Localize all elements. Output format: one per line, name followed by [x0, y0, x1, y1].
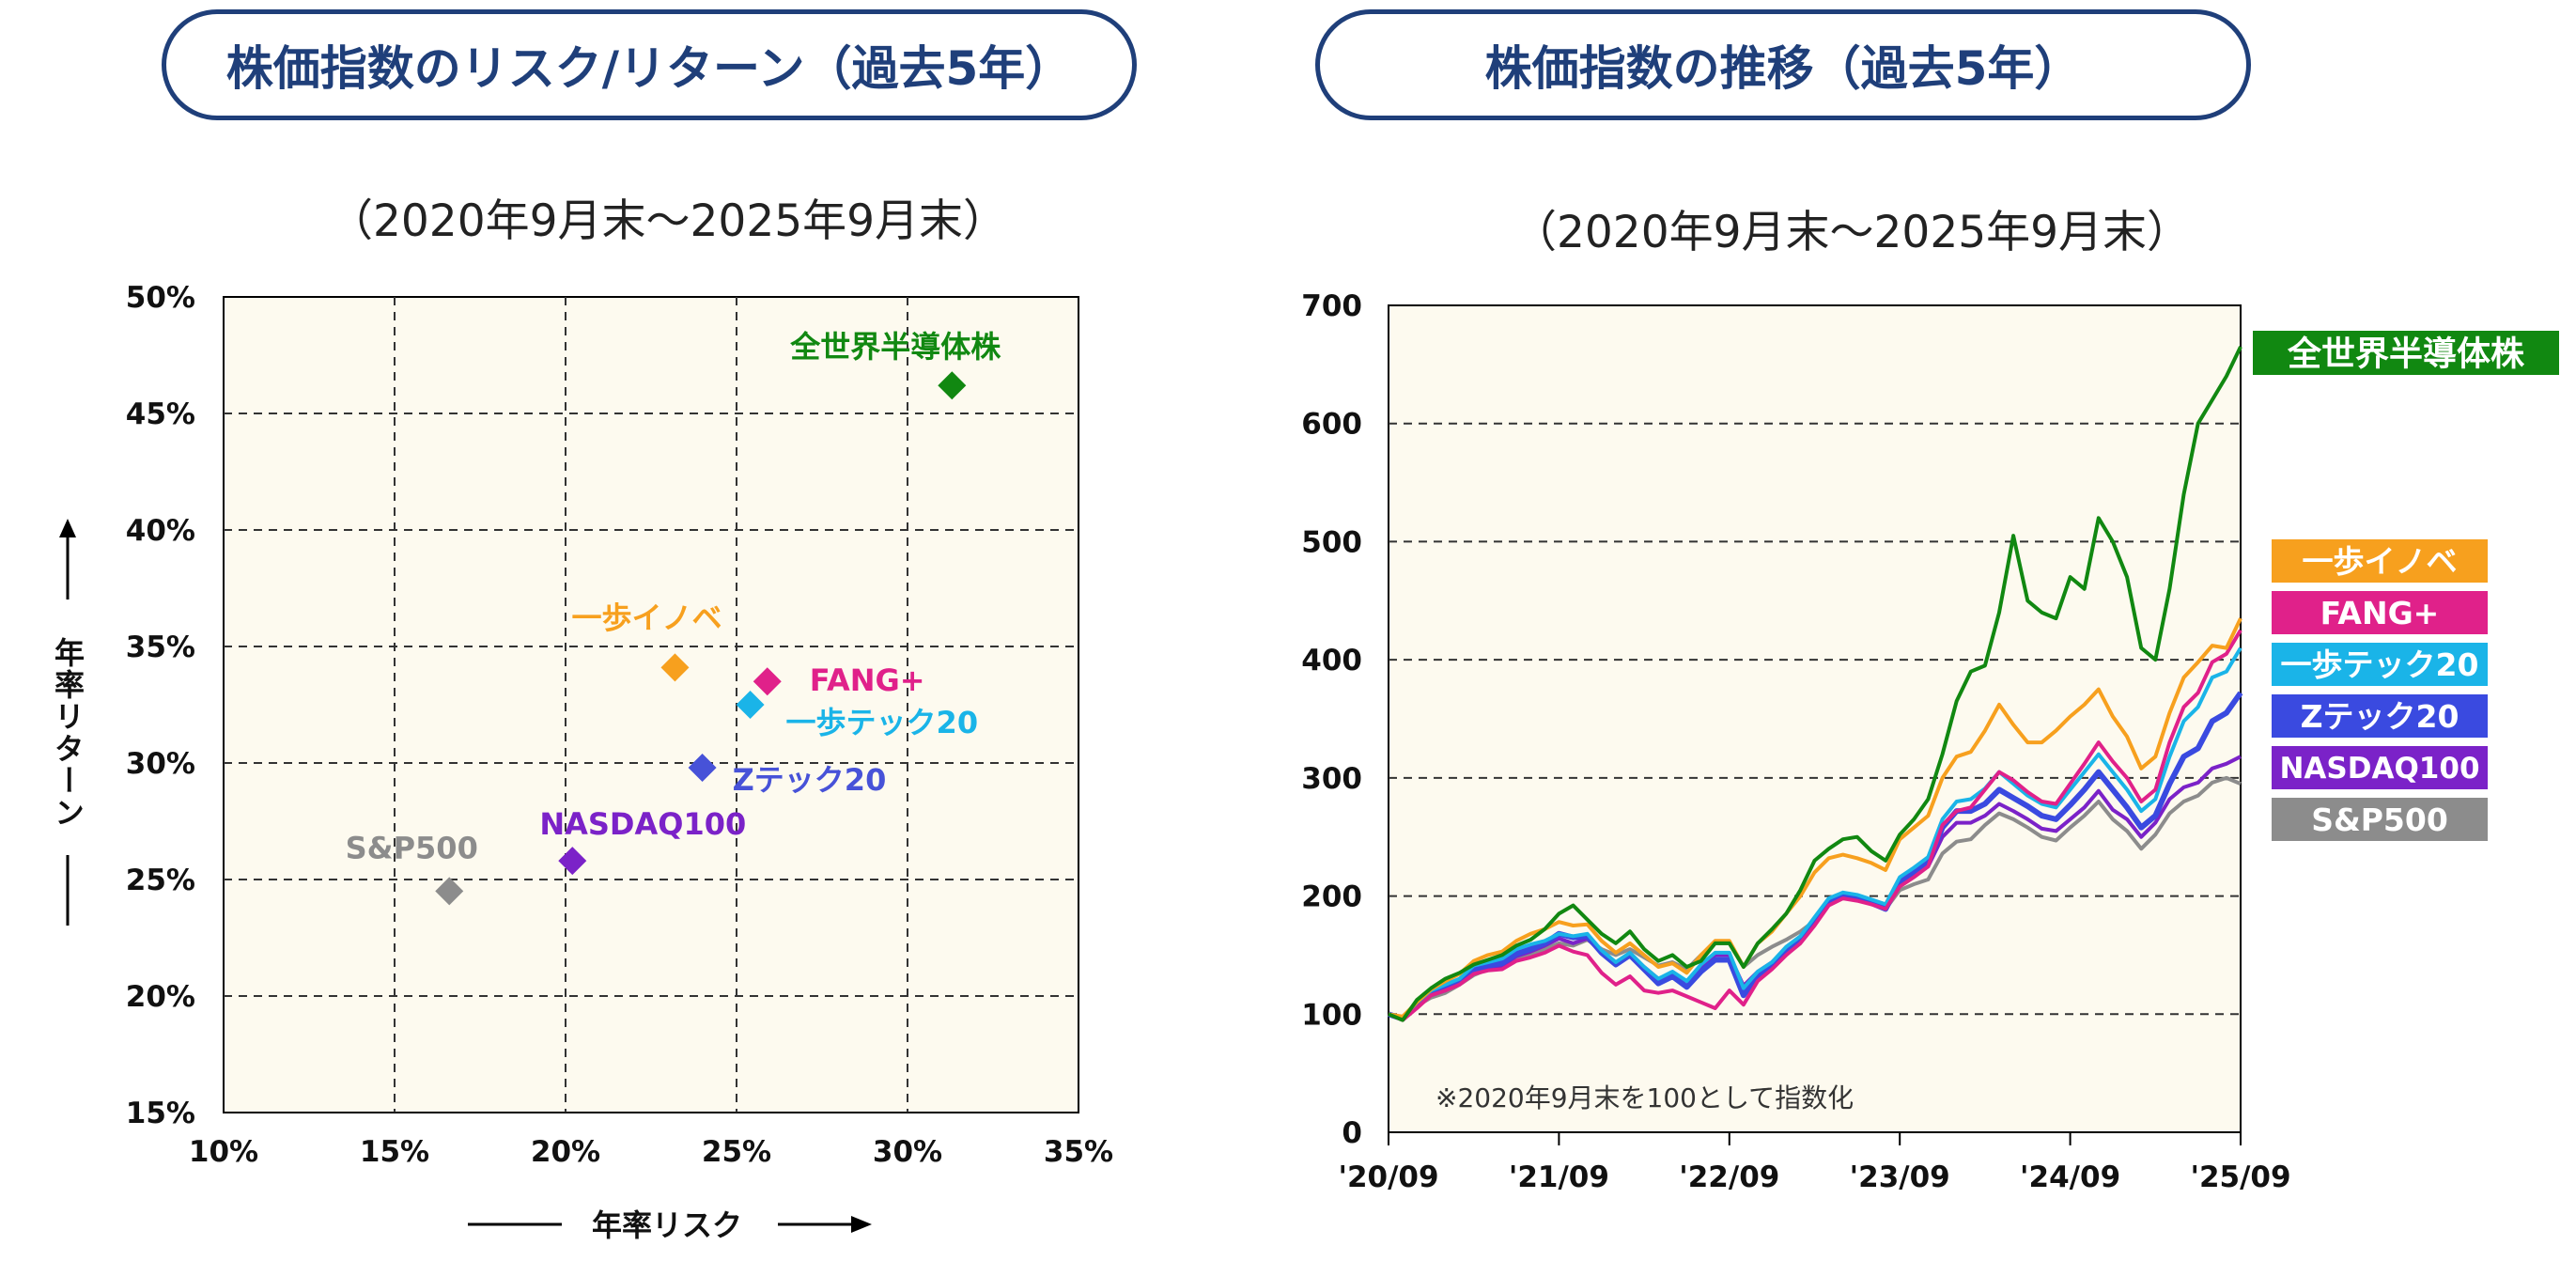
line-y-tick-label: 100 — [1301, 998, 1362, 1032]
scatter-y-tick-label: 40% — [126, 514, 195, 548]
line-x-tick-label: '24/09 — [2020, 1160, 2120, 1194]
legend-label: FANG+ — [2320, 595, 2440, 631]
legend-label: Zテック20 — [2301, 698, 2460, 735]
line-x-tick-label: '20/09 — [1338, 1160, 1438, 1194]
scatter-y-tick-label: 50% — [126, 281, 195, 315]
scatter-y-axis-label: 年率リターン — [50, 637, 85, 829]
y-axis-arrow-head-icon — [59, 519, 76, 537]
left-chart-title: 株価指数のリスク/リターン（過去5年） — [225, 41, 1073, 96]
legend-swatch — [2272, 591, 2488, 634]
line-x-tick-label: '22/09 — [1679, 1160, 1779, 1194]
x-axis-arrow-head-icon — [851, 1216, 872, 1233]
scatter-x-axis-label: 年率リスク — [592, 1207, 742, 1243]
right-chart-subtitle: （2020年9月末～2025年9月末） — [1513, 207, 2192, 258]
scatter-point-marker — [753, 667, 782, 696]
line-y-tick-label: 700 — [1301, 289, 1362, 323]
scatter-point-label: NASDAQ100 — [539, 806, 746, 842]
scatter-point-marker — [938, 371, 967, 400]
scatter-x-tick-label: 25% — [702, 1135, 771, 1169]
legend-swatch — [2272, 694, 2488, 738]
right-chart-title-box: 株価指数の推移（過去5年） — [1315, 9, 2251, 120]
scatter-y-tick-label: 25% — [126, 864, 195, 897]
line-plot-area — [1388, 304, 2242, 1133]
line-y-tick-label: 400 — [1301, 644, 1362, 677]
legend-label: S&P500 — [2311, 802, 2448, 838]
scatter-x-tick-label: 35% — [1044, 1135, 1113, 1169]
line-y-tick-label: 200 — [1301, 880, 1362, 914]
scatter-x-tick-label: 10% — [189, 1135, 258, 1169]
scatter-point-marker — [736, 691, 765, 719]
scatter-point-label: S&P500 — [346, 830, 478, 865]
scatter-plot-area — [223, 296, 1079, 1113]
series-line — [1388, 617, 2242, 1019]
legend-swatch — [2272, 539, 2488, 583]
scatter-point-label: Zテック20 — [733, 762, 887, 798]
right-chart-title: 株価指数の推移（過去5年） — [1484, 41, 2082, 96]
scatter-point-label: 一歩イノベ — [571, 599, 722, 635]
left-chart-subtitle: （2020年9月末～2025年9月末） — [329, 195, 1008, 247]
scatter-y-tick-label: 30% — [126, 747, 195, 781]
line-y-tick-label: 600 — [1301, 408, 1362, 442]
line-x-tick-label: '21/09 — [1509, 1160, 1609, 1194]
index-note: ※2020年9月末を100として指数化 — [1435, 1082, 1854, 1113]
legend-label: 一歩テック20 — [2281, 646, 2479, 683]
series-line — [1388, 346, 2242, 1022]
series-line — [1388, 629, 2242, 1022]
scatter-x-tick-label: 15% — [360, 1135, 429, 1169]
line-x-tick-label: '23/09 — [1850, 1160, 1950, 1194]
scatter-point-label: 一歩テック20 — [786, 705, 979, 740]
legend-label: NASDAQ100 — [2279, 752, 2479, 786]
scatter-point-label: 全世界半導体株 — [789, 329, 1001, 365]
scatter-y-tick-label: 20% — [126, 980, 195, 1014]
scatter-point-label: FANG+ — [810, 662, 925, 698]
scatter-y-tick-label: 35% — [126, 630, 195, 664]
scatter-point-marker — [688, 753, 717, 782]
line-y-tick-label: 0 — [1342, 1116, 1362, 1150]
scatter-point-marker — [435, 877, 464, 906]
legend-label: 一歩イノベ — [2303, 543, 2458, 580]
scatter-x-tick-label: 30% — [873, 1135, 942, 1169]
line-y-tick-label: 300 — [1301, 762, 1362, 796]
scatter-y-tick-label: 45% — [126, 397, 195, 431]
scatter-point-marker — [660, 653, 690, 682]
scatter-x-tick-label: 20% — [531, 1135, 600, 1169]
legend-swatch — [2272, 746, 2488, 789]
legend-swatch — [2272, 798, 2488, 841]
legend-label: 全世界半導体株 — [2287, 334, 2525, 373]
legend-swatch — [2272, 643, 2488, 686]
line-x-tick-label: '25/09 — [2190, 1160, 2290, 1194]
legend-swatch — [2253, 331, 2559, 375]
series-line — [1388, 646, 2242, 1020]
line-y-tick-label: 500 — [1301, 525, 1362, 559]
scatter-point-marker — [558, 847, 587, 876]
left-chart-title-box: 株価指数のリスク/リターン（過去5年） — [162, 9, 1137, 120]
scatter-y-tick-label: 15% — [126, 1097, 195, 1130]
